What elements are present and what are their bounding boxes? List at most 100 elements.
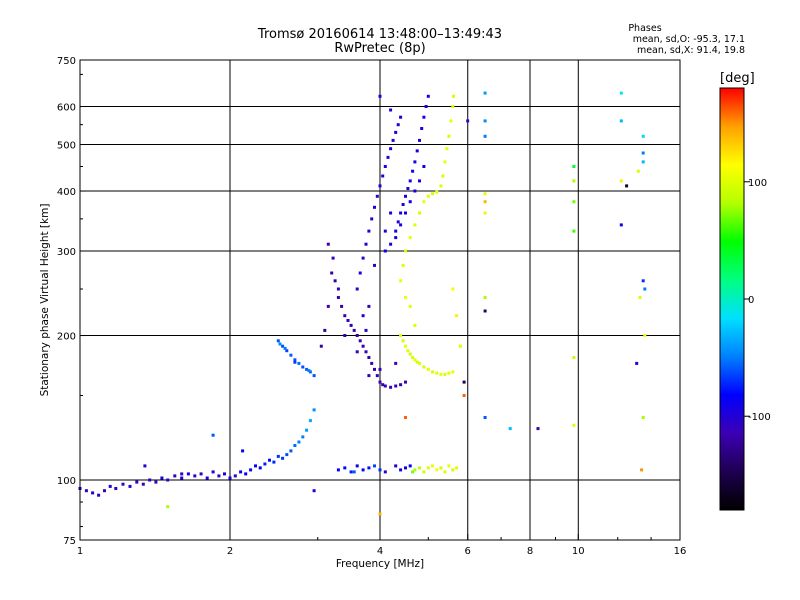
- data-point-206: [447, 464, 451, 468]
- data-point-208: [455, 466, 459, 470]
- data-point-12: [154, 480, 158, 484]
- data-point-45: [143, 464, 147, 468]
- data-point-68: [331, 256, 335, 260]
- data-point-105: [375, 194, 379, 198]
- data-point-200: [422, 470, 426, 474]
- data-points: [78, 91, 647, 516]
- data-point-19: [199, 472, 203, 476]
- data-point-193: [383, 470, 387, 474]
- data-point-141: [404, 211, 407, 215]
- data-point-30: [258, 466, 262, 470]
- data-point-103: [370, 217, 374, 221]
- data-point-203: [435, 468, 439, 472]
- data-point-107: [381, 174, 385, 178]
- data-point-235: [619, 119, 623, 123]
- data-point-42: [308, 419, 312, 423]
- data-point-114: [399, 115, 403, 119]
- data-point-148: [401, 339, 405, 343]
- data-point-11: [148, 478, 152, 482]
- data-point-101: [364, 242, 368, 246]
- data-point-29: [254, 464, 257, 468]
- data-point-84: [378, 380, 382, 384]
- data-point-60: [278, 342, 282, 346]
- data-point-246: [643, 334, 647, 337]
- data-point-221: [462, 380, 466, 384]
- data-point-244: [643, 287, 647, 291]
- data-point-212: [483, 134, 487, 138]
- data-point-52: [285, 349, 289, 353]
- data-point-26: [239, 470, 243, 474]
- data-point-182: [404, 296, 407, 299]
- data-point-95: [367, 374, 371, 378]
- data-point-16: [180, 476, 184, 480]
- data-point-142: [399, 223, 403, 227]
- data-point-243: [641, 279, 645, 283]
- y-tick-label-4: 400: [57, 187, 76, 198]
- data-point-187: [349, 470, 353, 474]
- data-point-134: [422, 115, 426, 119]
- data-point-18: [193, 474, 197, 478]
- data-point-82: [373, 367, 376, 371]
- data-point-86: [383, 384, 387, 388]
- x-tick-label-3: 6: [465, 546, 471, 557]
- data-point-15: [173, 474, 177, 478]
- data-point-144: [389, 242, 393, 246]
- x-tick-label-0: 1: [77, 546, 83, 557]
- data-point-236: [619, 179, 623, 183]
- data-point-205: [443, 470, 447, 474]
- data-point-80: [367, 356, 371, 359]
- data-point-153: [413, 358, 417, 362]
- data-point-192: [378, 468, 382, 472]
- colorbar-tick-label-1: 0: [748, 295, 754, 306]
- data-point-121: [389, 211, 393, 215]
- data-point-175: [441, 174, 445, 178]
- data-point-3: [97, 493, 101, 497]
- data-point-79: [364, 350, 368, 354]
- data-point-159: [435, 371, 439, 375]
- data-point-220: [466, 119, 470, 123]
- data-point-41: [305, 428, 309, 432]
- data-point-229: [572, 200, 576, 204]
- data-point-22: [217, 474, 221, 478]
- data-point-216: [483, 211, 487, 215]
- grid-lines: [80, 60, 680, 540]
- data-point-180: [451, 105, 455, 108]
- data-point-72: [343, 314, 347, 318]
- colorbar-tick-label-0: 100: [748, 178, 767, 189]
- data-point-249: [640, 468, 644, 472]
- data-point-89: [399, 383, 403, 387]
- data-point-130: [413, 160, 417, 164]
- data-point-239: [636, 169, 640, 173]
- x-tick-label-2: 4: [377, 546, 383, 557]
- data-point-240: [641, 134, 645, 138]
- data-point-129: [411, 169, 415, 173]
- data-point-96: [378, 367, 382, 371]
- data-point-28: [249, 468, 253, 472]
- data-point-75: [352, 328, 356, 332]
- data-point-230: [572, 165, 576, 168]
- data-point-199: [418, 466, 421, 470]
- x-tick-label-6: 16: [674, 546, 687, 557]
- data-point-132: [418, 138, 421, 142]
- data-point-94: [355, 350, 359, 354]
- data-point-189: [361, 468, 365, 472]
- data-point-39: [297, 440, 301, 444]
- data-point-126: [404, 194, 407, 198]
- data-point-128: [408, 179, 412, 183]
- data-point-63: [307, 369, 311, 373]
- data-point-218: [483, 309, 487, 313]
- data-point-179: [449, 119, 453, 123]
- data-point-73: [346, 319, 350, 322]
- data-point-158: [431, 370, 435, 374]
- data-point-76: [355, 334, 359, 337]
- data-point-195: [399, 468, 403, 472]
- data-point-178: [447, 134, 451, 138]
- x-axis-label: Frequency [MHz]: [336, 558, 424, 570]
- data-point-10: [141, 482, 145, 486]
- data-point-149: [404, 344, 407, 348]
- data-point-21: [211, 470, 215, 474]
- data-point-102: [367, 229, 371, 233]
- data-point-183: [408, 304, 412, 308]
- data-point-106: [378, 184, 382, 188]
